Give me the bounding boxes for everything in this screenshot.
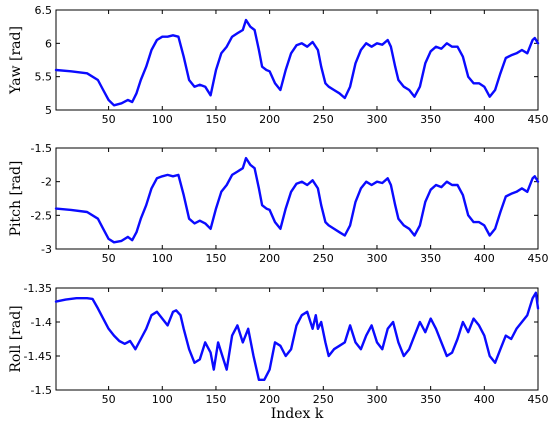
x-tick-label: 50 xyxy=(102,113,116,126)
x-tick-label: 150 xyxy=(205,252,226,265)
x-tick-label: 50 xyxy=(102,393,116,406)
y-tick-label: -1.4 xyxy=(31,316,52,329)
x-tick-label: 100 xyxy=(152,113,173,126)
y-tick-label: -1.5 xyxy=(31,384,52,397)
x-tick-label: 450 xyxy=(528,252,549,265)
yaw-panel: 50 100 150 200 250 300 350 400 450 5 5.5 6 6.5 Yaw [r… xyxy=(8,4,549,126)
x-tick-label: 100 xyxy=(152,393,173,406)
y-tick-label: -2.5 xyxy=(31,209,52,222)
y-tick-label: 5.5 xyxy=(35,71,53,84)
series-line xyxy=(54,156,540,244)
x-tick-label: 150 xyxy=(205,393,226,406)
y-axis-label: Yaw [rad] xyxy=(8,26,24,95)
x-tick-label: 400 xyxy=(474,393,495,406)
series-line xyxy=(54,18,540,107)
x-tick-label: 250 xyxy=(313,252,334,265)
plot-frame xyxy=(55,287,539,391)
x-tick-label: 400 xyxy=(474,113,495,126)
x-tick-label: 450 xyxy=(528,393,549,406)
x-tick-label: 300 xyxy=(366,113,387,126)
x-tick-label: 250 xyxy=(313,393,334,406)
x-tick-label: 350 xyxy=(420,252,441,265)
x-tick-label: 200 xyxy=(259,252,280,265)
y-tick-label: -1.5 xyxy=(31,142,52,155)
roll-panel: 50 100 150 200 250 300 350 400 450 -1.5 -1.45 -1.4 -… xyxy=(8,282,549,422)
y-tick-label: -3 xyxy=(41,243,52,256)
y-axis-label: Roll [rad] xyxy=(8,305,24,372)
y-tick-label: 6 xyxy=(45,37,52,50)
y-axis-label: Pitch [rad] xyxy=(8,161,24,237)
x-tick-label: 100 xyxy=(152,252,173,265)
x-tick-label: 300 xyxy=(366,252,387,265)
x-tick-label: 50 xyxy=(102,252,116,265)
x-tick-label: 300 xyxy=(366,393,387,406)
plot-frame xyxy=(55,9,539,111)
plot-frame xyxy=(55,147,539,250)
x-tick-label: 350 xyxy=(420,113,441,126)
x-tick-label: 350 xyxy=(420,393,441,406)
x-tick-label: 200 xyxy=(259,393,280,406)
x-tick-label: 250 xyxy=(313,113,334,126)
y-tick-label: -2 xyxy=(41,176,52,189)
x-tick-label: 400 xyxy=(474,252,495,265)
pitch-panel: 50 100 150 200 250 300 350 400 450 -3 -2.5 -2 -1.5 Pi… xyxy=(8,142,549,265)
y-tick-label: -1.35 xyxy=(24,282,52,295)
y-tick-label: 5 xyxy=(45,104,52,117)
series-line xyxy=(54,291,540,381)
x-tick-label: 200 xyxy=(259,113,280,126)
x-axis-label: Index k xyxy=(271,406,324,422)
y-tick-label: 6.5 xyxy=(35,4,53,17)
x-tick-label: 450 xyxy=(528,113,549,126)
x-tick-label: 150 xyxy=(205,113,226,126)
y-tick-label: -1.45 xyxy=(24,350,52,363)
